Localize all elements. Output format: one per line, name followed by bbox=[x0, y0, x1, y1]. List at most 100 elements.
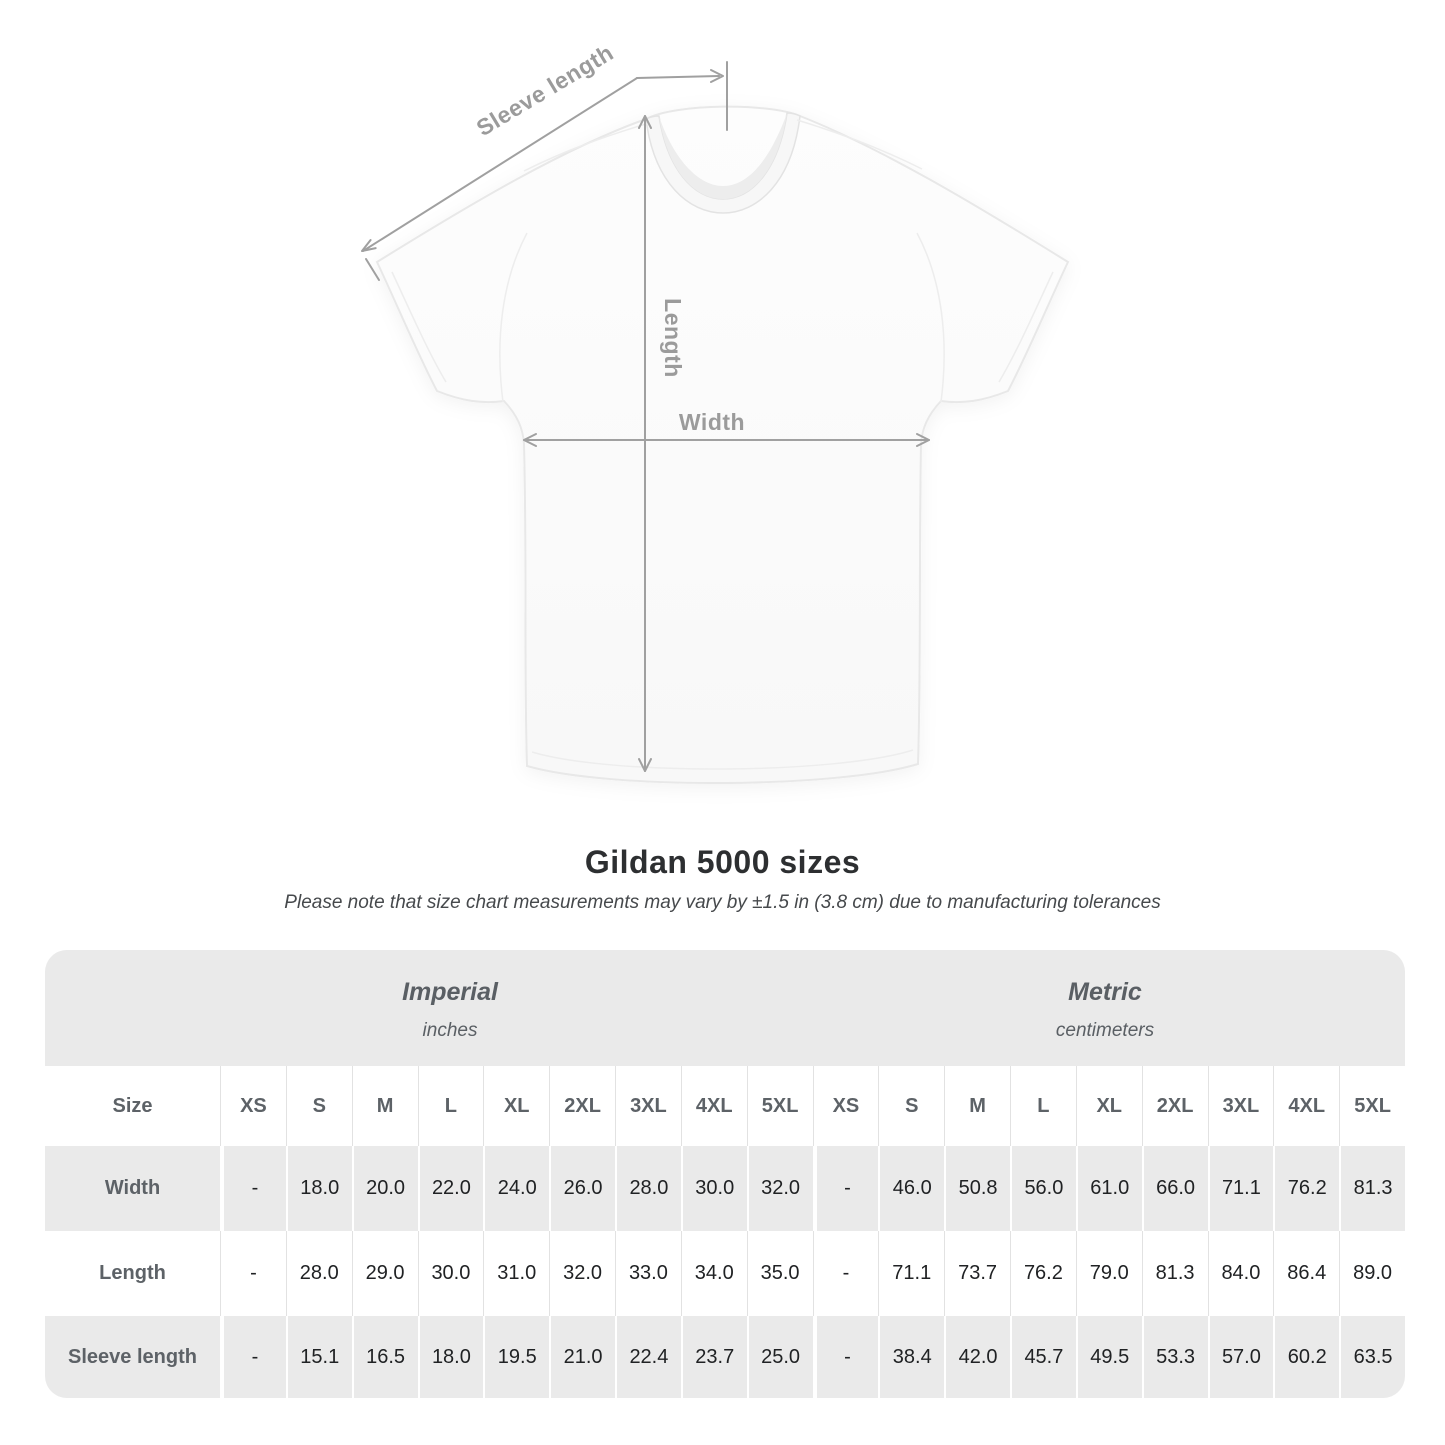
measurement-cell: 42.0 bbox=[944, 1316, 1010, 1398]
length-label: Length bbox=[660, 298, 686, 378]
size-header-cell: M bbox=[351, 1066, 418, 1146]
size-header-cell: XL bbox=[1075, 1066, 1142, 1146]
measurement-cell: 32.0 bbox=[746, 1146, 813, 1231]
measurement-cell: 71.1 bbox=[1207, 1146, 1274, 1231]
measurement-cell: 50.8 bbox=[944, 1146, 1010, 1231]
measurement-cell: 26.0 bbox=[549, 1146, 615, 1231]
measurement-cell: 63.5 bbox=[1339, 1316, 1405, 1398]
measurement-cell: 22.4 bbox=[615, 1316, 681, 1398]
measurement-cell: 15.1 bbox=[285, 1316, 352, 1398]
tshirt-measurement-diagram: Sleeve length Length Width bbox=[361, 39, 1070, 784]
measurement-cell: 38.4 bbox=[878, 1316, 944, 1398]
measurement-cell: 73.7 bbox=[944, 1231, 1010, 1316]
imperial-group-name: Imperial bbox=[402, 978, 498, 1006]
arrowhead-down bbox=[638, 758, 652, 772]
size-chart-subtitle: Please note that size chart measurements… bbox=[284, 892, 1161, 913]
measurement-cell: 32.0 bbox=[549, 1231, 615, 1316]
measurement-cell: - bbox=[220, 1231, 286, 1316]
size-header-cell: 3XL bbox=[615, 1066, 681, 1146]
measurement-cell: 31.0 bbox=[483, 1231, 549, 1316]
measurement-cell: 34.0 bbox=[680, 1231, 747, 1316]
measurement-cell: 28.0 bbox=[615, 1146, 681, 1231]
table-row-length: Length -28.0 29.0 30.0 31.0 32.0 33.0 34.0 35.0-… bbox=[45, 1231, 1405, 1316]
measurement-cell: 81.3 bbox=[1141, 1231, 1208, 1316]
measurement-cell: 18.0 bbox=[285, 1146, 352, 1231]
measurement-cell: 30.0 bbox=[417, 1231, 484, 1316]
measurement-cell: 24.0 bbox=[483, 1146, 549, 1231]
measurement-cell: 18.0 bbox=[417, 1316, 484, 1398]
row-label: Length bbox=[99, 1262, 166, 1284]
measurement-cell: 45.7 bbox=[1010, 1316, 1076, 1398]
measurement-cell: - bbox=[812, 1231, 879, 1316]
width-label: Width bbox=[679, 409, 745, 435]
imperial-group-unit: inches bbox=[422, 1020, 478, 1041]
measurement-cell: 79.0 bbox=[1075, 1231, 1142, 1316]
measurement-cell: 25.0 bbox=[746, 1316, 813, 1398]
size-header-cell: 4XL bbox=[1273, 1066, 1339, 1146]
arrowhead-right bbox=[710, 69, 724, 83]
size-chart-title: Gildan 5000 sizes bbox=[584, 844, 861, 880]
size-header-cell: XS bbox=[812, 1066, 879, 1146]
size-table: Imperial inches Metric centimeters Size … bbox=[45, 950, 1405, 1398]
measurement-cell: - bbox=[812, 1316, 879, 1398]
measurement-cell: 21.0 bbox=[549, 1316, 615, 1398]
measurement-cell: 84.0 bbox=[1207, 1231, 1274, 1316]
size-header-cell: L bbox=[1010, 1066, 1076, 1146]
row-label: Sleeve length bbox=[68, 1345, 197, 1368]
tshirt-seams bbox=[391, 119, 1054, 770]
size-header-cell: 2XL bbox=[549, 1066, 615, 1146]
sleeve-dimension-diagonal bbox=[362, 77, 638, 252]
measurement-cell: - bbox=[220, 1316, 286, 1398]
measurement-cell: 23.7 bbox=[680, 1316, 747, 1398]
size-header-cell: L bbox=[417, 1066, 484, 1146]
measurement-cell: 81.3 bbox=[1339, 1146, 1405, 1231]
arrowhead-right2 bbox=[916, 433, 930, 447]
measurement-cell: 66.0 bbox=[1141, 1146, 1208, 1231]
measurement-cell: 71.1 bbox=[878, 1231, 944, 1316]
measurement-cell: 19.5 bbox=[483, 1316, 549, 1398]
measurement-cell: 35.0 bbox=[746, 1231, 813, 1316]
table-row-width: Width -18.0 20.0 22.0 24.0 26.0 28.0 30.0 32.0-4… bbox=[45, 1146, 1405, 1231]
measurement-cell: 49.5 bbox=[1075, 1316, 1142, 1398]
measurement-cell: 89.0 bbox=[1339, 1231, 1405, 1316]
measurement-cell: 76.2 bbox=[1010, 1231, 1076, 1316]
sleeve-dimension-horizontal bbox=[636, 75, 720, 79]
tshirt-illustration bbox=[375, 105, 1070, 784]
measurement-cell: - bbox=[812, 1146, 879, 1231]
arrowhead-diagonal bbox=[361, 239, 377, 252]
cuff-tick bbox=[365, 258, 380, 281]
size-header-row: Size XS S M L XL 2XL 3XL 4XL 5XL XS S M L XL 2XL 3XL 4XL… bbox=[45, 1066, 1405, 1146]
measurement-cell: 28.0 bbox=[285, 1231, 352, 1316]
size-header-cell: 5XL bbox=[1339, 1066, 1405, 1146]
size-header-cell: 2XL bbox=[1141, 1066, 1208, 1146]
measurement-cell: 76.2 bbox=[1273, 1146, 1339, 1231]
size-header-cell: 3XL bbox=[1207, 1066, 1274, 1146]
imperial-group-header: Imperial inches bbox=[402, 950, 498, 1042]
unit-group-header: Imperial inches Metric centimeters bbox=[45, 950, 1405, 1066]
size-header-cell: XS bbox=[220, 1066, 286, 1146]
measurement-cell: 29.0 bbox=[351, 1231, 418, 1316]
collar-inner-shadow bbox=[659, 113, 787, 199]
measurement-cell: 46.0 bbox=[878, 1146, 944, 1231]
measurement-cell: 30.0 bbox=[680, 1146, 747, 1231]
measurement-cell: 60.2 bbox=[1273, 1316, 1339, 1398]
metric-group-name: Metric bbox=[1068, 978, 1142, 1006]
measurement-cell: 20.0 bbox=[351, 1146, 418, 1231]
metric-group-header: Metric centimeters bbox=[1056, 950, 1154, 1042]
dimension-lines bbox=[361, 61, 930, 772]
size-header-cell: 4XL bbox=[680, 1066, 747, 1146]
size-header-cell: S bbox=[285, 1066, 352, 1146]
measurement-cell: 56.0 bbox=[1010, 1146, 1076, 1231]
measurement-cell: 22.0 bbox=[417, 1146, 484, 1231]
measurement-cell: 61.0 bbox=[1075, 1146, 1142, 1231]
size-header-cell: XL bbox=[483, 1066, 549, 1146]
size-column-header: Size bbox=[112, 1094, 153, 1117]
measurement-cell: 53.3 bbox=[1141, 1316, 1208, 1398]
size-header-cell: 5XL bbox=[746, 1066, 813, 1146]
measurement-cell: 33.0 bbox=[615, 1231, 681, 1316]
metric-group-unit: centimeters bbox=[1055, 1020, 1155, 1041]
measurement-cell: 16.5 bbox=[351, 1316, 418, 1398]
size-header-cell: M bbox=[944, 1066, 1010, 1146]
row-label: Width bbox=[104, 1177, 161, 1199]
